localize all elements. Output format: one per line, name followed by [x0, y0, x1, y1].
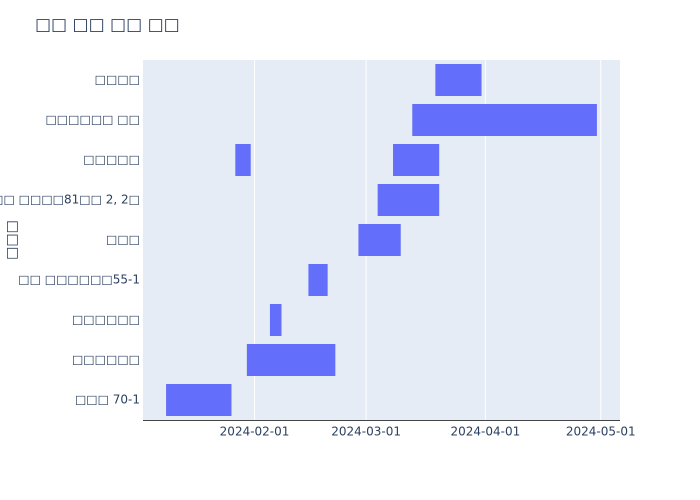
bar: [235, 144, 251, 176]
bar: [246, 344, 336, 376]
y-tick-label: □□ □□□□81□□ 2, 2□: [0, 193, 140, 207]
y-tick-label: □□□: [106, 233, 140, 247]
y-tick-label: □□ □□□□□□55-1: [18, 273, 140, 287]
y-tick-label: □□□□□□ □□: [45, 113, 140, 127]
bar: [269, 304, 282, 336]
x-tick-label: 2024-04-01: [450, 425, 520, 439]
chart-title: □□ □□ □□ □□: [35, 15, 180, 35]
bar: [166, 384, 232, 416]
bar: [358, 224, 401, 256]
y-axis-title: □□□: [4, 220, 20, 260]
x-tick-label: 2024-05-01: [566, 425, 636, 439]
y-tick-label: □□□□: [95, 73, 140, 87]
y-tick-label: □□□□□□: [72, 313, 140, 327]
y-tick-label: □□□□□: [83, 153, 140, 167]
bar: [393, 144, 440, 176]
bar: [435, 64, 482, 96]
bar: [412, 104, 597, 136]
y-tick-label: □□□□□□: [72, 353, 140, 367]
bar: [308, 264, 328, 296]
y-tick-label: □□□ 70-1: [75, 393, 140, 407]
x-tick-label: 2024-02-01: [220, 425, 290, 439]
bar: [377, 184, 440, 216]
x-tick-label: 2024-03-01: [331, 425, 401, 439]
